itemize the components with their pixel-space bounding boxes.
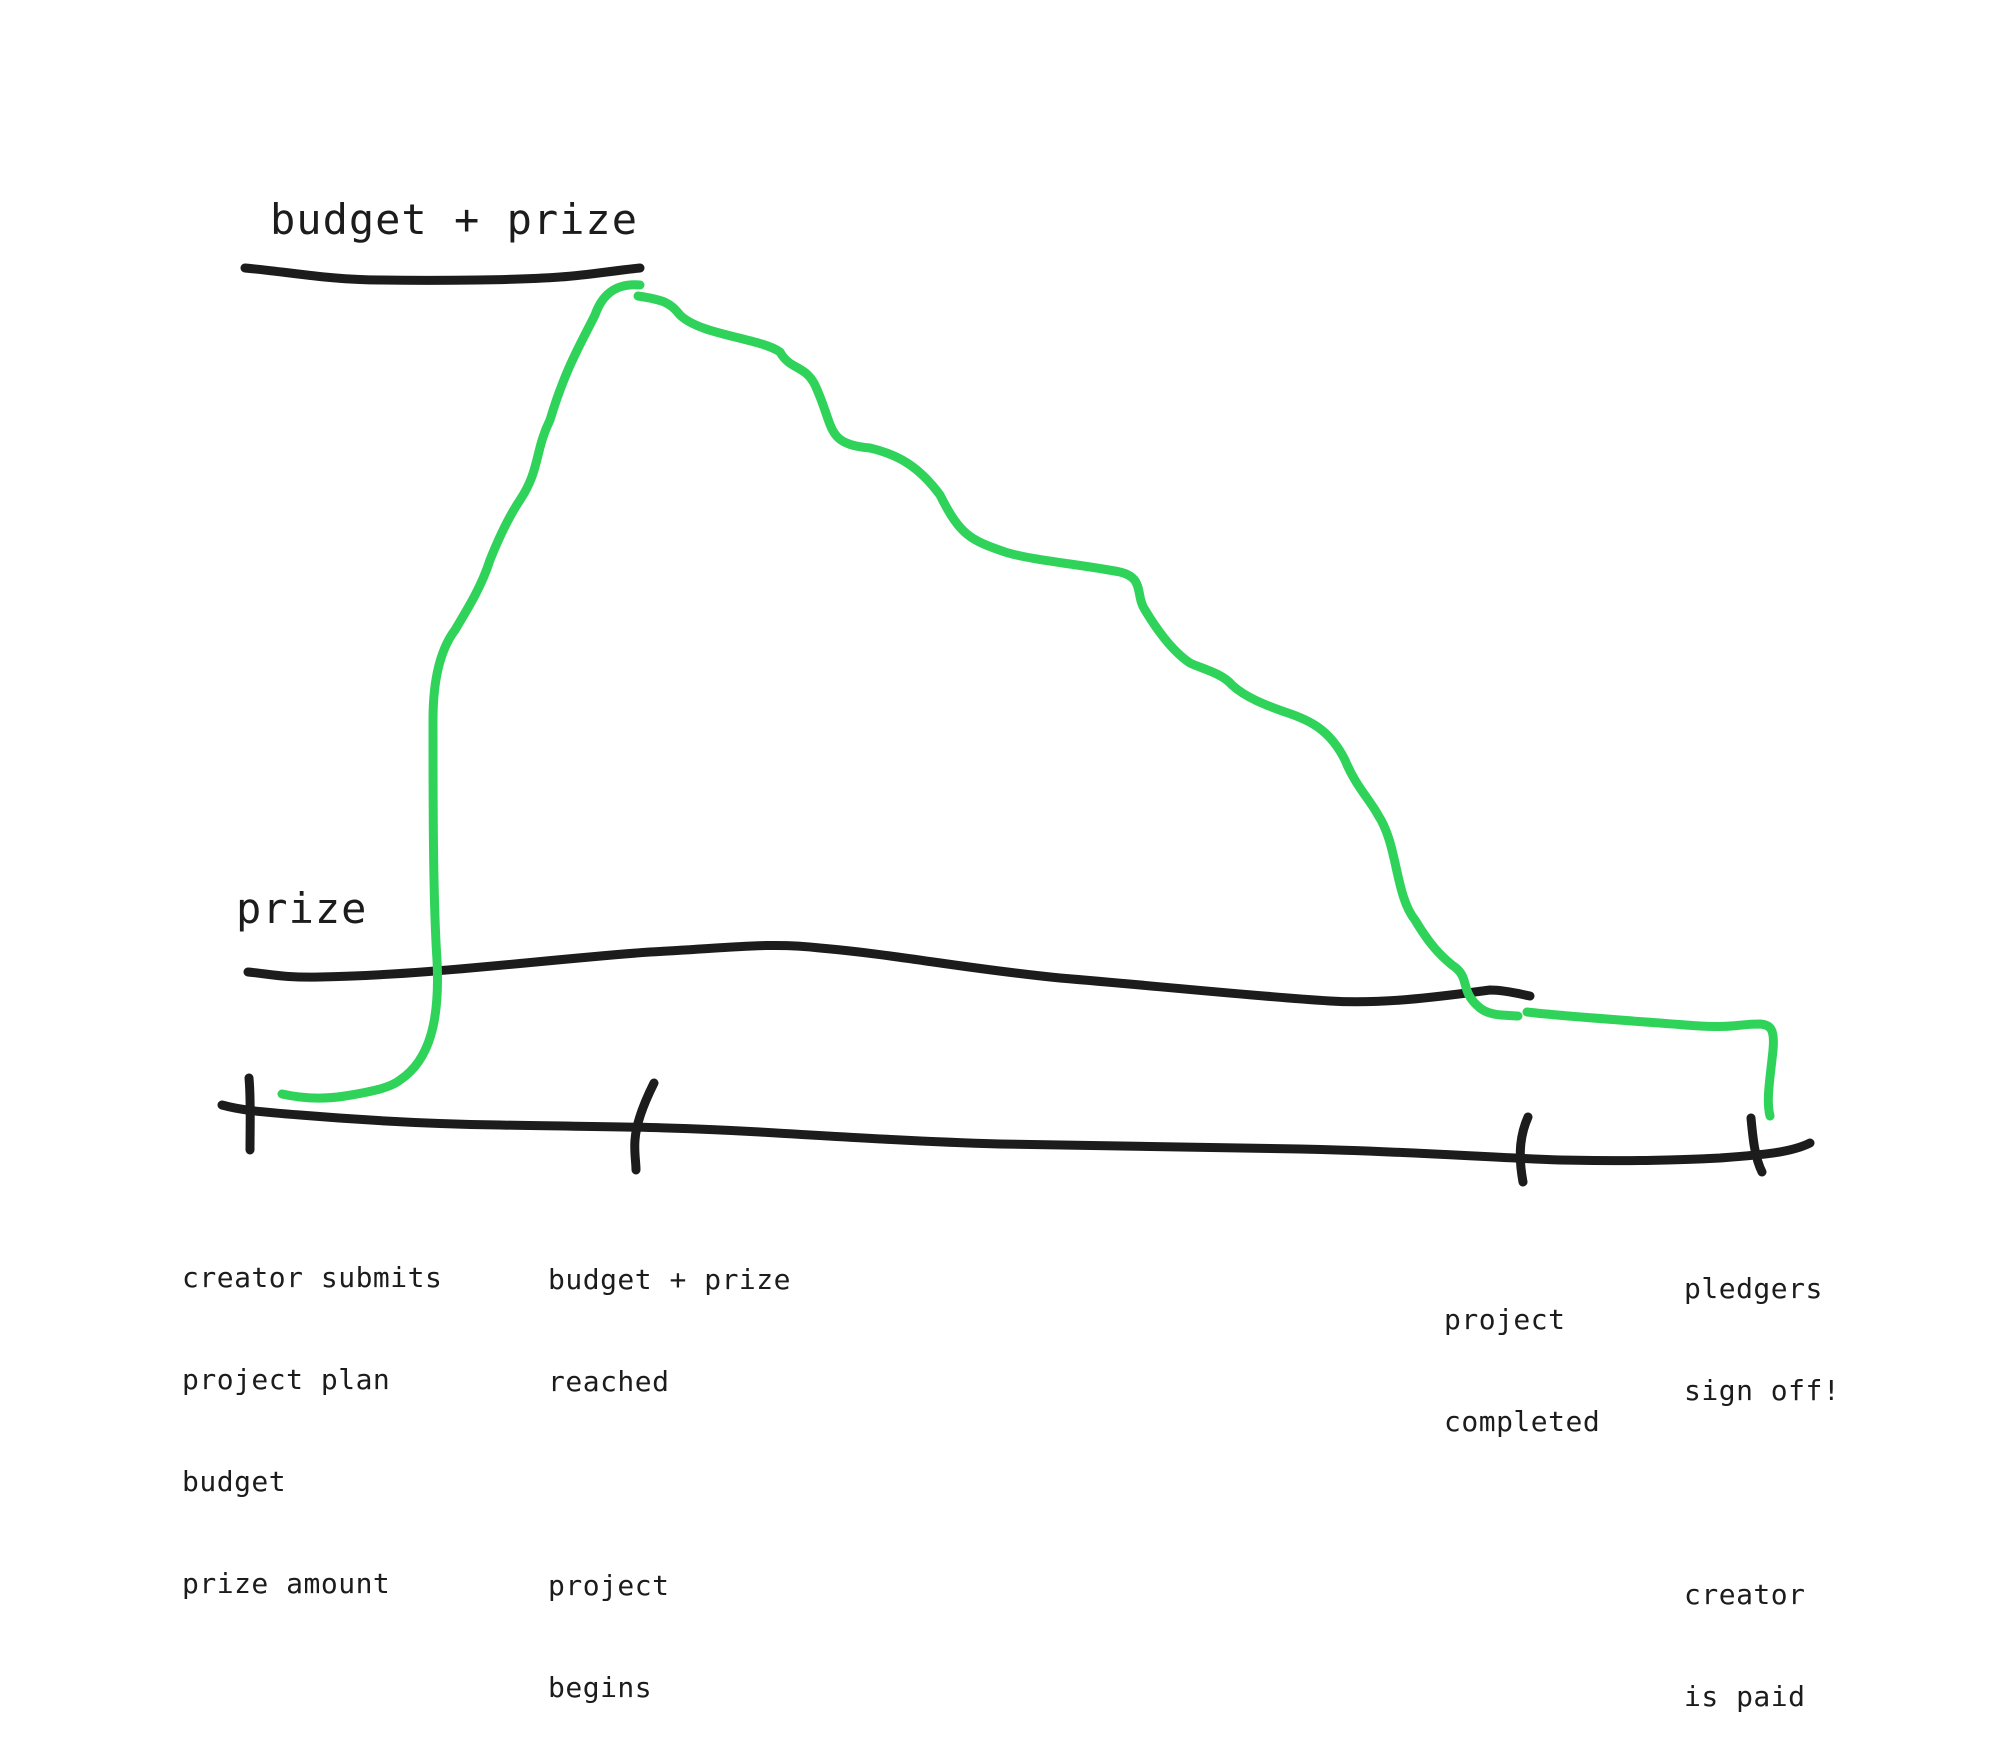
tick-completed bbox=[1515, 1112, 1533, 1187]
caption-line: budget + prize bbox=[548, 1263, 792, 1296]
caption-line: begins bbox=[548, 1671, 653, 1704]
tick-signoff bbox=[1746, 1113, 1767, 1177]
prize-level-label: prize bbox=[236, 884, 368, 933]
funds-curve-decline bbox=[633, 291, 1523, 1021]
caption-spacer bbox=[1684, 1476, 1840, 1510]
milestone-caption-completed: project completed bbox=[1444, 1235, 1600, 1473]
caption-line: creator bbox=[1684, 1578, 1806, 1611]
caption-spacer bbox=[548, 1467, 791, 1501]
timeline-diagram bbox=[217, 263, 1815, 1187]
budget-prize-level-line bbox=[240, 263, 645, 285]
funds-curve-prize-held bbox=[1522, 1007, 1778, 1121]
caption-line: is paid bbox=[1684, 1680, 1806, 1713]
caption-line: reached bbox=[548, 1365, 670, 1398]
caption-line: completed bbox=[1444, 1405, 1601, 1438]
time-axis bbox=[217, 1100, 1815, 1166]
funds-curve-rise bbox=[277, 280, 645, 1103]
caption-line: project bbox=[548, 1569, 670, 1602]
tick-submission bbox=[244, 1073, 255, 1155]
budget-prize-level-label: budget + prize bbox=[270, 195, 639, 244]
prize-level-line bbox=[243, 940, 1535, 1007]
caption-line: project bbox=[1444, 1303, 1566, 1336]
caption-line: budget bbox=[182, 1465, 287, 1498]
milestone-caption-funded: budget + prize reached project begins bbox=[548, 1195, 791, 1739]
caption-line: creator submits bbox=[182, 1261, 443, 1294]
caption-line: pledgers bbox=[1684, 1272, 1823, 1305]
milestone-caption-signoff: pledgers sign off! creator is paid bbox=[1684, 1204, 1840, 1748]
caption-line: prize amount bbox=[182, 1567, 391, 1600]
tick-funded bbox=[630, 1078, 659, 1175]
caption-line: sign off! bbox=[1684, 1374, 1841, 1407]
milestone-caption-submission: creator submits project plan budget priz… bbox=[182, 1193, 442, 1635]
caption-line: project plan bbox=[182, 1363, 391, 1396]
